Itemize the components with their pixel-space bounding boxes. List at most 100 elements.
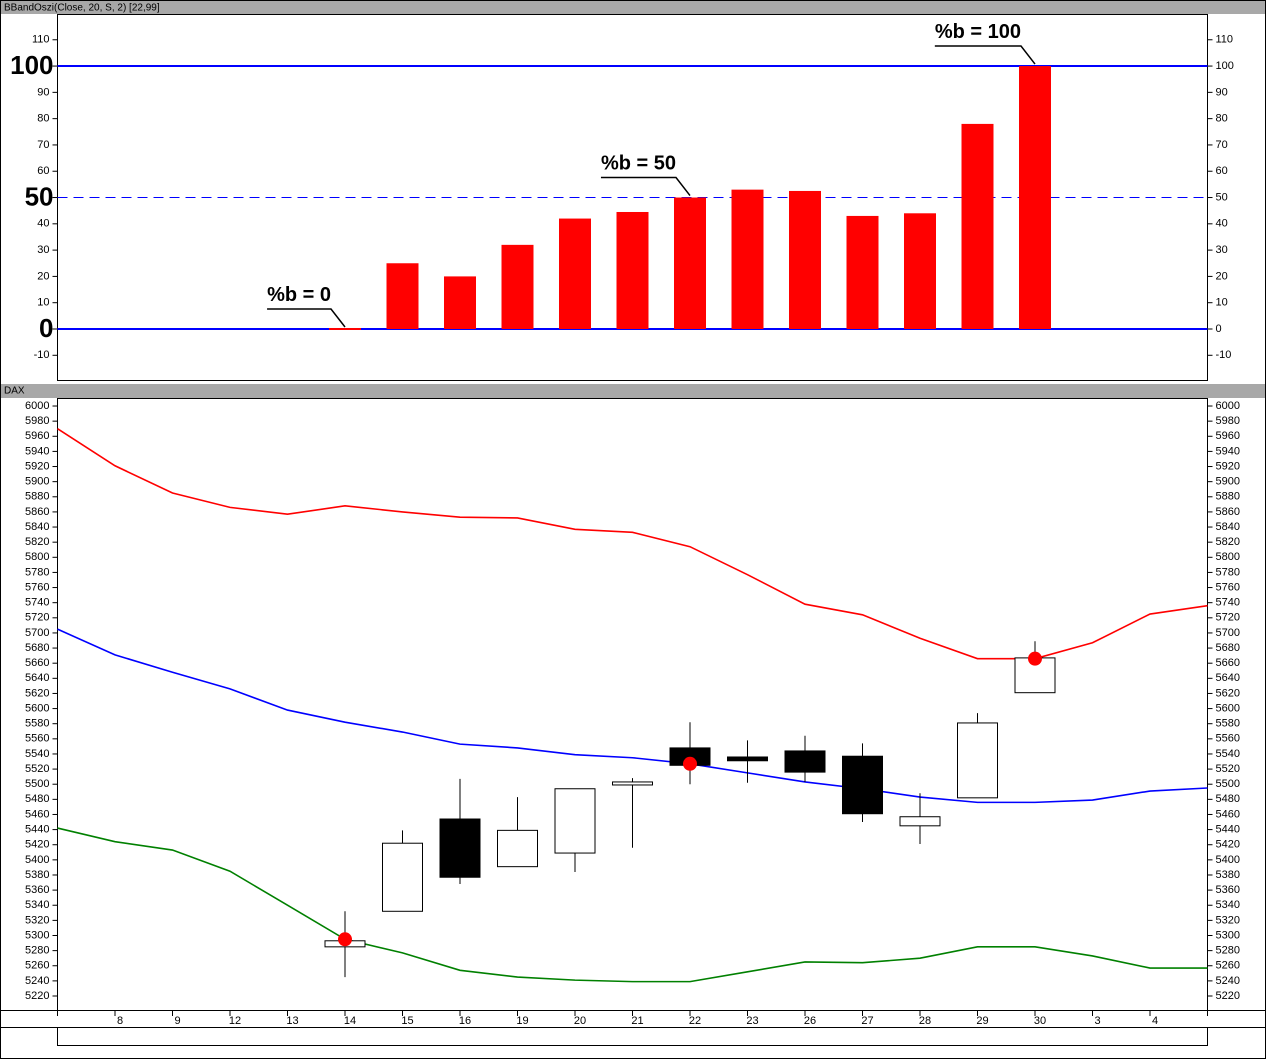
x-tick-label: 12 [229, 1015, 241, 1027]
y-tick-label: 5820 [1216, 536, 1240, 548]
y-tick-label: 30 [1216, 244, 1228, 256]
y-tick-label: 5520 [1216, 763, 1240, 775]
bar [386, 263, 419, 329]
y-tick-label: 5880 [25, 491, 49, 503]
y-tick-label: 5540 [25, 748, 49, 760]
x-tick-label: 14 [344, 1015, 356, 1027]
y-tick-label: 5740 [1216, 597, 1240, 609]
y-tick-label: 5860 [25, 506, 49, 518]
y-tick-label: 60 [37, 165, 49, 177]
y-tick-label: 5980 [1216, 415, 1240, 427]
y-tick-label: 5380 [25, 869, 49, 881]
y-tick-label: 5480 [1216, 793, 1240, 805]
annotation: %b = 50 [601, 153, 676, 175]
y-tick-label: 100 [1216, 60, 1234, 72]
y-tick-label: 50 [25, 181, 54, 211]
bar [1019, 66, 1051, 329]
y-tick-label: 5260 [1216, 960, 1240, 972]
y-tick-label: 5400 [1216, 854, 1240, 866]
x-tick-label: 19 [516, 1015, 528, 1027]
y-tick-label: 5340 [1216, 899, 1240, 911]
y-tick-label: 5280 [25, 945, 49, 957]
y-tick-label: 5460 [1216, 808, 1240, 820]
y-tick-label: 5380 [1216, 869, 1240, 881]
annotation-leader [600, 176, 691, 196]
candle-body [727, 756, 768, 762]
y-tick-label: 20 [37, 270, 49, 282]
y-tick-label: 110 [32, 34, 50, 46]
y-tick-label: 5640 [1216, 672, 1240, 684]
y-tick-label: 5780 [1216, 566, 1240, 578]
y-tick-label: 5360 [25, 884, 49, 896]
x-tick-label: 3 [1094, 1015, 1100, 1027]
x-tick-label: 13 [286, 1015, 298, 1027]
annotation-leader [267, 308, 346, 328]
y-tick-label: 5880 [1216, 491, 1240, 503]
y-tick-label: 90 [37, 86, 49, 98]
y-tick-label: 5900 [25, 476, 49, 488]
y-tick-label: 5660 [1216, 657, 1240, 669]
bar [961, 123, 994, 329]
y-tick-label: 6000 [25, 400, 49, 412]
y-tick-label: 0 [39, 313, 53, 343]
y-tick-label: 5280 [1216, 945, 1240, 957]
y-tick-label: 5680 [25, 642, 49, 654]
x-tick-label: 28 [919, 1015, 931, 1027]
y-tick-label: 5600 [1216, 702, 1240, 714]
y-tick-label: 5920 [1216, 460, 1240, 472]
x-tick-label: 8 [117, 1015, 123, 1027]
candle-body [497, 829, 538, 868]
y-tick-label: 5740 [25, 597, 49, 609]
y-tick-label: 5760 [1216, 581, 1240, 593]
bar [789, 190, 821, 329]
y-tick-label: 5620 [25, 687, 49, 699]
x-tick-label: 21 [631, 1015, 643, 1027]
candle-body [612, 781, 653, 786]
x-tick-label: 22 [689, 1015, 701, 1027]
x-tick-label: 9 [174, 1015, 180, 1027]
y-tick-label: 5660 [25, 657, 49, 669]
y-tick-label: 20 [1216, 270, 1228, 282]
y-tick-label: 5560 [25, 733, 49, 745]
candle-body [382, 842, 423, 912]
y-tick-label: 5620 [1216, 687, 1240, 699]
y-tick-label: 5440 [25, 824, 49, 836]
y-tick-label: 0 [1216, 323, 1222, 335]
y-tick-label: 5960 [25, 430, 49, 442]
y-tick-label: 5480 [25, 793, 49, 805]
candle-body [842, 755, 883, 815]
y-tick-label: 70 [37, 139, 49, 151]
bar [846, 215, 879, 329]
y-tick-label: 5460 [25, 808, 49, 820]
annotation-leader [934, 45, 1036, 65]
x-tick-label: 4 [1152, 1015, 1158, 1027]
y-tick-label: -10 [1216, 349, 1232, 361]
x-tick-label: 30 [1034, 1015, 1046, 1027]
y-tick-label: 5540 [1216, 748, 1240, 760]
y-tick-label: 5900 [1216, 476, 1240, 488]
y-tick-label: 5940 [25, 445, 49, 457]
y-tick-label: 5240 [1216, 975, 1240, 987]
y-tick-label: 5320 [25, 914, 49, 926]
y-tick-label: 5700 [25, 627, 49, 639]
y-tick-label: 110 [1216, 34, 1234, 46]
candle-body [554, 788, 596, 854]
y-tick-label: 5840 [25, 521, 49, 533]
x-tick-label: 23 [746, 1015, 758, 1027]
y-tick-label: 5320 [1216, 914, 1240, 926]
candle-body [439, 818, 481, 878]
y-tick-label: 5300 [1216, 929, 1240, 941]
axis-box [57, 1027, 1208, 1046]
y-tick-label: 5360 [1216, 884, 1240, 896]
x-tick-label: 20 [574, 1015, 586, 1027]
y-tick-label: 5580 [25, 718, 49, 730]
candle-body [784, 750, 826, 773]
y-tick-label: 5780 [25, 566, 49, 578]
y-tick-label: 70 [1216, 139, 1228, 151]
bar [674, 197, 706, 329]
y-tick-label: 5600 [25, 702, 49, 714]
y-tick-label: 5980 [25, 415, 49, 427]
y-tick-label: 5420 [1216, 839, 1240, 851]
title-bar [1, 1, 1265, 14]
y-tick-label: 5500 [25, 778, 49, 790]
